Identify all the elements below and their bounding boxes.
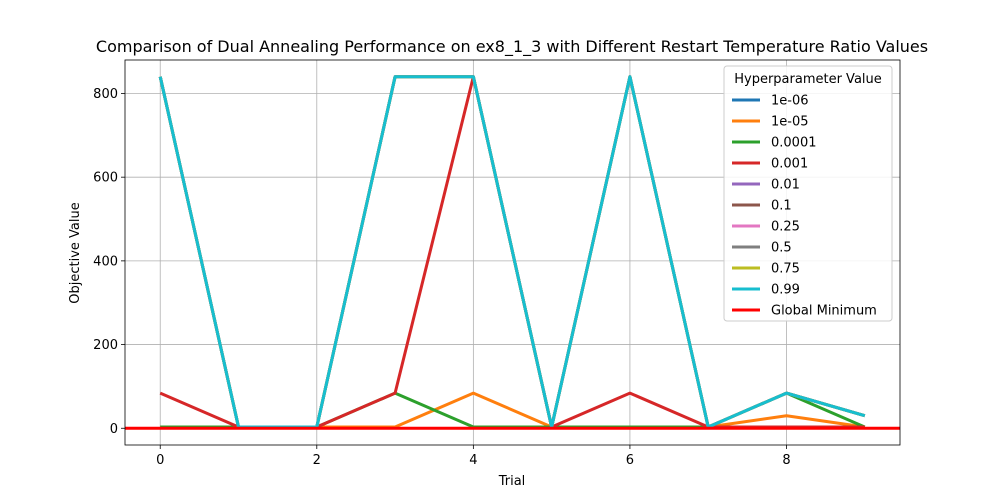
plot-frame <box>124 59 901 446</box>
legend-label: 0.01 <box>771 178 800 193</box>
legend-title: Hyperparameter Value <box>734 72 882 87</box>
legend-label: 0.75 <box>771 262 800 277</box>
legend-label: 0.99 <box>771 283 800 298</box>
y-axis-label: Objective Value <box>68 202 83 303</box>
legend-label: 0.1 <box>771 199 792 214</box>
plot-area: 0 2 4 6 8 0 200 400 600 800 <box>93 59 901 468</box>
y-tick-label: 200 <box>93 338 118 353</box>
y-tick-label: 0 <box>110 422 118 437</box>
x-axis-label: Trial <box>498 474 526 489</box>
x-tick-label: 0 <box>156 453 164 468</box>
legend-label: Global Minimum <box>771 304 877 319</box>
x-tick-label: 2 <box>313 453 321 468</box>
x-tick-label: 4 <box>469 453 477 468</box>
y-tick-label: 600 <box>93 171 118 186</box>
legend-label: 0.001 <box>771 157 808 172</box>
x-tick-label: 6 <box>626 453 634 468</box>
legend-label: 0.5 <box>771 241 792 256</box>
y-tick-label: 800 <box>93 87 118 102</box>
legend-label: 0.25 <box>771 220 800 235</box>
legend-label: 1e-05 <box>771 115 809 130</box>
series-lines <box>125 75 900 430</box>
x-tick-label: 8 <box>782 453 790 468</box>
legend-label: 1e-06 <box>771 94 809 109</box>
y-tick-label: 400 <box>93 254 118 269</box>
legend: Hyperparameter Value 1e-06 1e-05 0.0001 0.00… <box>723 65 893 322</box>
legend-label: 0.0001 <box>771 136 817 151</box>
chart-title: Comparison of Dual Annealing Performance… <box>96 37 928 57</box>
legend-box <box>723 65 893 322</box>
